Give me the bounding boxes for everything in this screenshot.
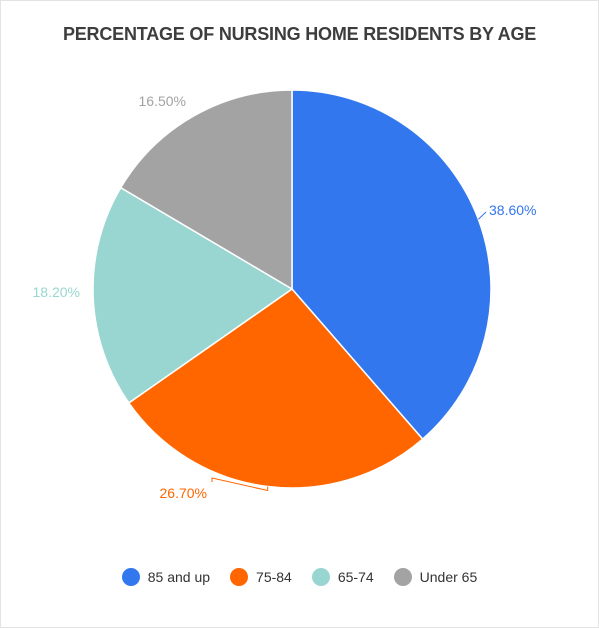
- pie-slice-65-74: [92, 186, 294, 404]
- data-label: 18.20%: [33, 284, 80, 300]
- legend-swatch: [121, 568, 140, 586]
- pie-slice-under-65: [119, 89, 293, 291]
- legend-swatch: [230, 568, 249, 586]
- data-label: 26.70%: [160, 485, 207, 501]
- legend-swatch: [393, 568, 412, 586]
- legend-label: Under 65: [419, 569, 478, 585]
- pie-chart: 38.60% 26.70% 18.20% 16.50%: [33, 89, 536, 501]
- chart-title: PERCENTAGE OF NURSING HOME RESIDENTS BY …: [62, 24, 537, 44]
- leader-line: [478, 211, 487, 220]
- legend-item[interactable]: Under 65: [393, 568, 478, 586]
- legend-label: 65-74: [337, 569, 374, 585]
- leader-line: [211, 477, 269, 492]
- legend-item[interactable]: 75-84: [230, 568, 292, 586]
- legend-label: 85 and up: [147, 569, 211, 585]
- legend-item[interactable]: 85 and up: [121, 568, 211, 586]
- legend-label: 75-84: [256, 569, 292, 585]
- legend-swatch: [311, 568, 330, 586]
- data-label: 16.50%: [139, 93, 186, 109]
- data-label: 38.60%: [489, 202, 536, 218]
- pie-slice-75-84: [127, 287, 424, 489]
- legend-item[interactable]: 65-74: [311, 568, 374, 586]
- legend: 85 and up 75-84 65-74 Under 65: [0, 568, 599, 586]
